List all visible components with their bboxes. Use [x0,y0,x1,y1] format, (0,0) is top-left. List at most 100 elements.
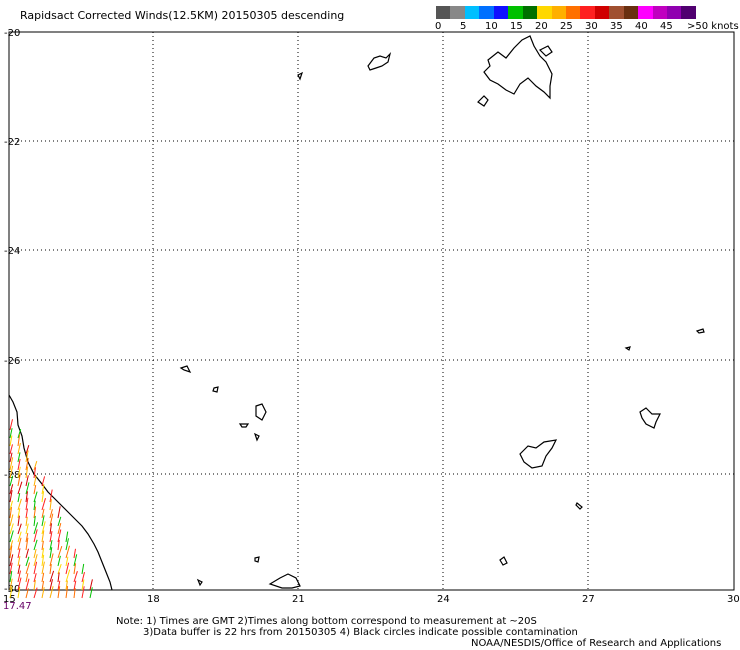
scale-label: 45 [660,21,673,32]
wind-barb [9,514,14,527]
wind-barb [25,573,29,583]
scale-label: 35 [610,21,623,32]
scale-swatch [537,6,552,19]
latitude-labels: -20 -22 -24 -26 -28 -30 [4,28,20,595]
scale-swatch [681,6,696,19]
product-title: Rapidsact Corrected Winds(12.5KM) 201503… [20,9,345,22]
wind-barb [81,571,85,583]
wind-barb [25,523,29,535]
lat-label-28: -28 [4,470,20,481]
wind-barb [73,587,76,599]
lat-label-22: -22 [4,137,20,148]
wind-barb [25,516,28,527]
wind-barb [49,523,52,535]
wind-barb [65,562,70,575]
wind-barb [73,563,77,575]
wind-barb [17,481,23,495]
wind-barb [33,554,38,567]
island-north-archipelago [483,35,553,100]
wind-barb [57,506,61,519]
wind-barb [25,532,29,543]
notes-line-2: 3)Data buffer is 22 hrs from 20150305 4)… [143,627,578,638]
wind-barb [25,445,30,455]
wind-barb [25,508,28,519]
scale-swatch [594,6,610,19]
time-label: 17.47 [3,601,32,612]
wind-barb [17,564,21,575]
wind-barb [41,530,45,543]
wind-barb [65,531,69,543]
wind-barb [33,580,36,591]
wind-barb [89,579,93,591]
scale-label: 30 [585,21,598,32]
wind-barb [17,466,21,479]
scale-swatch [623,6,639,19]
wind-barb [41,554,45,567]
wind-barb [57,555,61,567]
scale-label: 25 [560,21,573,32]
scale-swatch [479,6,494,19]
coastline-west [8,394,113,591]
wind-barb [9,545,13,559]
wind-barb [9,490,13,503]
wind-barb [17,428,22,439]
scale-swatch [667,6,682,19]
lat-label-20: -20 [4,28,20,39]
notes: Note: 1) Times are GMT 2)Times along bot… [116,616,578,638]
wind-barb [65,569,71,583]
scale-swatch [609,6,624,19]
wind-barb [33,548,37,559]
wind-barb [49,564,52,575]
wind-barb [81,586,85,599]
wind-barb [9,570,13,583]
wind-barb [9,435,13,447]
wind-barb [49,513,54,527]
wind-barb [41,540,44,551]
scale-label: 15 [510,21,523,32]
lon-label-15: 15 [3,594,16,605]
wind-barb [25,458,29,471]
wind-barb [57,572,60,583]
wind-barb [25,491,28,503]
wind-speed-color-scale [436,6,696,19]
wind-barb [17,493,21,503]
coastline-and-islands [8,35,705,591]
island-west-4 [238,423,250,428]
wind-barb [49,489,53,503]
wind-barb [17,473,21,487]
wind-barb [57,516,62,527]
wind-barb [81,579,85,591]
wind-barb [33,500,36,511]
island-north-east [538,45,553,57]
scale-swatch [638,6,653,19]
wind-barb [49,509,53,519]
island-south-2 [268,573,301,589]
lat-label-30: -30 [4,584,20,595]
wind-barb [33,539,38,551]
wind-barb [57,545,63,559]
wind-barb [57,539,60,551]
wind-barb [25,548,29,559]
credit: NOAA/NESDIS/Office of Research and Appli… [471,638,722,649]
lon-label-21: 21 [292,594,305,605]
wind-barb [49,547,53,559]
wind-barb [25,482,30,495]
lat-label-24: -24 [4,246,20,257]
wind-barb [9,419,13,431]
island-east-2 [624,346,631,351]
wind-barb [57,529,62,543]
wind-barb [17,458,21,471]
wind-barb [65,586,69,599]
lat-label-26: -26 [4,356,20,367]
wind-barb [25,578,30,591]
wind-barb [25,556,30,567]
wind-barb [17,523,22,535]
wind-barb [57,563,62,575]
wind-barb [17,515,20,527]
wind-barb [17,577,22,591]
island-west-5 [253,432,260,442]
wind-barb [41,561,45,575]
wind-barb [9,484,14,495]
wind-barb [33,573,37,583]
